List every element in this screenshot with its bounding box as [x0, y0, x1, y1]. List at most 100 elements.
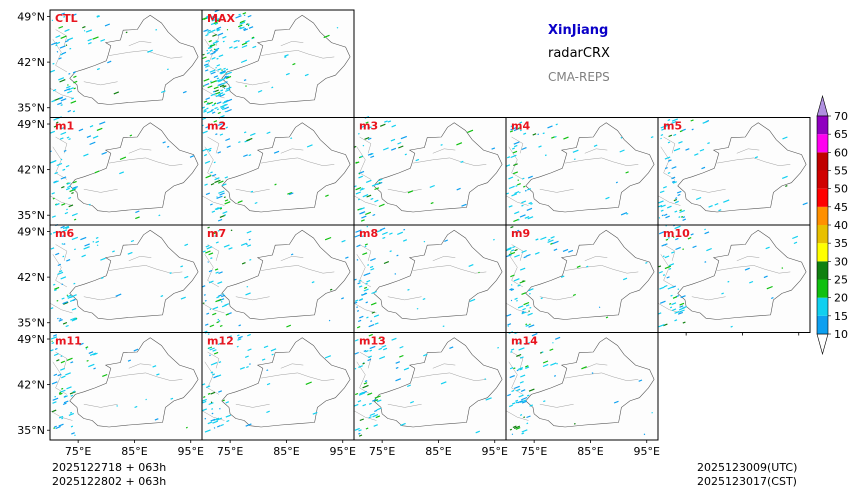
radar-echo — [215, 40, 218, 42]
radar-echo — [669, 302, 672, 305]
radar-echo — [355, 187, 362, 191]
radar-echo — [357, 282, 361, 285]
radar-echo — [781, 175, 788, 179]
radar-echo — [127, 251, 133, 255]
radar-echo — [581, 366, 587, 370]
radar-echo — [212, 349, 217, 352]
radar-echo — [359, 298, 364, 301]
colorbar-bin — [817, 297, 828, 316]
radar-echo — [507, 323, 512, 326]
radar-echo — [527, 175, 533, 179]
radar-echo — [209, 354, 211, 357]
prefecture-boundary — [432, 148, 456, 154]
radar-echo — [61, 203, 66, 206]
radar-echo — [508, 251, 516, 256]
radar-echo — [72, 71, 77, 74]
radar-echo — [248, 154, 252, 157]
radar-echo — [113, 91, 120, 95]
x-tick-label: 85°E — [121, 445, 147, 458]
radar-echo — [70, 394, 74, 397]
radar-echo — [61, 243, 64, 245]
radar-echo — [285, 72, 290, 76]
prefecture-boundary — [109, 265, 183, 274]
radar-echo — [112, 250, 115, 253]
radar-echo — [329, 288, 333, 291]
radar-echo — [397, 141, 402, 145]
radar-echo — [251, 36, 255, 39]
radar-echo — [341, 239, 346, 243]
radar-echo — [216, 57, 219, 60]
radar-echo — [514, 191, 520, 195]
y-tick-label: 49°N — [17, 11, 45, 24]
radar-echo — [68, 72, 71, 75]
y-tick-label: 49°N — [17, 118, 45, 131]
prefecture-boundary — [128, 363, 152, 369]
radar-echo — [516, 388, 521, 392]
radar-echo — [240, 242, 248, 246]
country-boundary — [55, 244, 68, 261]
radar-echo — [250, 190, 254, 193]
radar-echo — [70, 100, 77, 104]
radar-echo — [793, 241, 798, 245]
radar-echo — [397, 231, 404, 235]
radar-echo — [205, 59, 210, 63]
radar-echo — [61, 387, 64, 390]
x-tick-label: 85°E — [577, 445, 603, 458]
radar-echo — [395, 361, 401, 364]
radar-echo — [216, 321, 220, 324]
radar-echo — [52, 62, 55, 65]
radar-echo — [390, 147, 397, 151]
xinjiang-border — [677, 229, 807, 320]
colorbar-tick-label: 45 — [834, 201, 848, 214]
country-boundary — [204, 254, 219, 288]
radar-echo — [367, 358, 372, 362]
radar-echo — [62, 402, 67, 406]
country-boundary — [663, 136, 676, 154]
radar-echo — [222, 35, 227, 39]
radar-echo — [214, 22, 219, 25]
radar-echo — [247, 23, 250, 26]
prefecture-boundary — [280, 363, 304, 369]
radar-echo — [290, 137, 293, 140]
radar-echo — [510, 226, 514, 229]
radar-echo — [209, 347, 215, 351]
radar-echo — [92, 240, 95, 243]
radar-echo — [407, 190, 414, 194]
radar-echo — [203, 110, 207, 113]
radar-echo — [246, 366, 249, 369]
radar-echo — [358, 285, 363, 288]
radar-echo — [65, 164, 70, 168]
radar-echo — [202, 130, 208, 134]
radar-echo — [527, 216, 534, 220]
radar-echo — [706, 247, 712, 252]
radar-echo — [529, 404, 534, 407]
prefecture-boundary — [280, 148, 304, 154]
radar-echo — [325, 194, 329, 197]
radar-echo — [398, 145, 404, 149]
radar-echo — [66, 208, 68, 211]
radar-echo — [687, 237, 692, 240]
radar-echo — [239, 21, 246, 25]
radar-echo — [53, 373, 58, 377]
x-tick-label: 95°E — [634, 445, 660, 458]
country-boundary — [663, 244, 676, 261]
radar-echo — [202, 383, 206, 386]
y-tick-label: 42°N — [17, 379, 45, 392]
radar-echo — [60, 367, 66, 371]
panel-m12: m12 — [201, 330, 355, 441]
radar-echo — [216, 195, 223, 200]
radar-echo — [236, 334, 240, 337]
radar-echo — [95, 236, 99, 239]
radar-echo — [535, 238, 539, 241]
xinjiang-border — [373, 122, 503, 213]
colorbar-bin — [817, 225, 828, 244]
radar-echo — [246, 243, 248, 246]
radar-echo — [202, 302, 205, 304]
radar-echo — [273, 150, 280, 154]
radar-echo — [572, 149, 579, 153]
radar-echo — [53, 125, 58, 128]
xinjiang-border — [221, 337, 351, 428]
x-tick-label: 95°E — [482, 445, 508, 458]
prefecture-boundary — [736, 256, 760, 261]
country-boundary — [511, 244, 524, 261]
